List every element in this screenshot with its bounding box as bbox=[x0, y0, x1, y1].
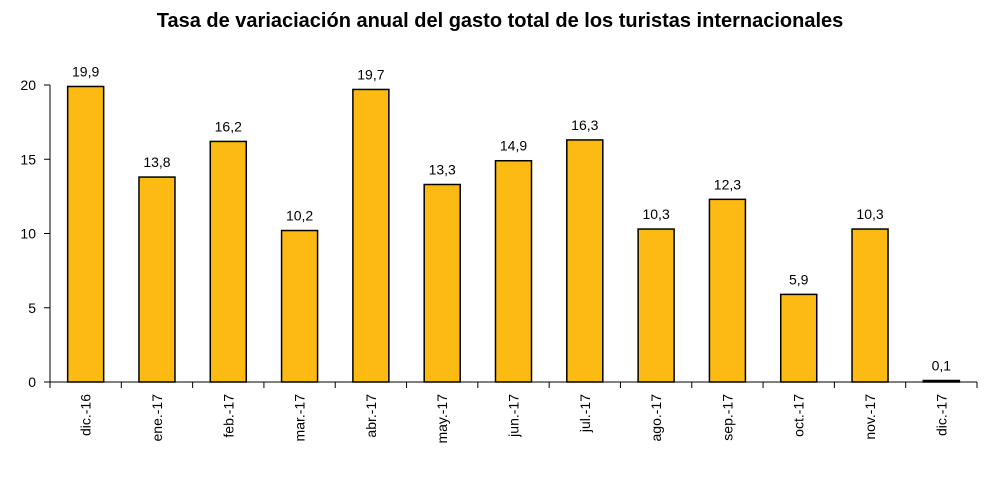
data-label: 14,9 bbox=[500, 138, 527, 154]
x-tick-label: mar.-17 bbox=[292, 394, 308, 442]
x-axis: dic.-16 ene.-17 feb.-17 mar.-17 abr.-17 may.-… bbox=[49, 381, 978, 444]
x-tick-label: ene.-17 bbox=[149, 394, 165, 442]
bar-feb.-17 bbox=[209, 140, 248, 383]
chart-title: Tasa de variaciación anual del gasto tot… bbox=[156, 10, 844, 32]
data-label: 5,9 bbox=[789, 271, 809, 287]
x-tick-label: jul.-17 bbox=[577, 394, 593, 433]
y-tick-label: 0 bbox=[28, 374, 36, 390]
data-label: 19,7 bbox=[357, 66, 384, 82]
y-tick-label: 5 bbox=[28, 300, 36, 316]
data-label: 10,3 bbox=[642, 206, 669, 222]
x-tick-label: ago.-17 bbox=[648, 394, 664, 442]
y-axis: 0 5 10 15 20 bbox=[20, 77, 51, 390]
data-label: 16,3 bbox=[571, 117, 598, 133]
y-tick-label: 20 bbox=[20, 77, 36, 93]
data-label: 0,1 bbox=[932, 358, 952, 374]
x-tick-label: feb.-17 bbox=[220, 394, 236, 438]
x-tick-label: abr.-17 bbox=[363, 394, 379, 438]
data-label: 10,2 bbox=[286, 208, 313, 224]
data-label: 13,8 bbox=[143, 154, 170, 170]
x-tick-label: dic.-17 bbox=[933, 394, 949, 436]
data-label: 16,2 bbox=[215, 118, 242, 134]
bars: 19,9 13,8 16,2 10,2 19,7 13,3 14,9 16,3 10,3 12,3… bbox=[66, 63, 961, 383]
bar-sep.-17 bbox=[708, 198, 747, 383]
x-tick-label: sep.-17 bbox=[719, 394, 735, 441]
y-tick-label: 10 bbox=[20, 226, 36, 242]
x-tick-label: oct.-17 bbox=[791, 394, 807, 437]
bar-jun.-17 bbox=[494, 159, 533, 383]
bar-may.-17 bbox=[423, 183, 461, 383]
bar-nov.-17 bbox=[851, 228, 889, 383]
y-tick-label: 15 bbox=[20, 151, 36, 167]
bar-mar.-17 bbox=[280, 229, 319, 383]
data-label: 19,9 bbox=[72, 63, 99, 79]
x-tick-label: jun.-17 bbox=[506, 394, 522, 438]
data-label: 10,3 bbox=[856, 206, 883, 222]
bar-oct.-17 bbox=[779, 293, 818, 383]
x-tick-label: dic.-16 bbox=[78, 394, 94, 436]
bar-dic.-16 bbox=[66, 85, 105, 383]
bar-ene.-17 bbox=[138, 176, 176, 383]
x-tick-label: may.-17 bbox=[434, 394, 450, 444]
bar-abr.-17 bbox=[352, 88, 390, 383]
data-label: 13,3 bbox=[429, 161, 456, 177]
data-label: 12,3 bbox=[714, 176, 741, 192]
bar-ago.-17 bbox=[637, 228, 675, 383]
bar-jul.-17 bbox=[566, 139, 604, 383]
x-tick-label: nov.-17 bbox=[862, 394, 878, 440]
